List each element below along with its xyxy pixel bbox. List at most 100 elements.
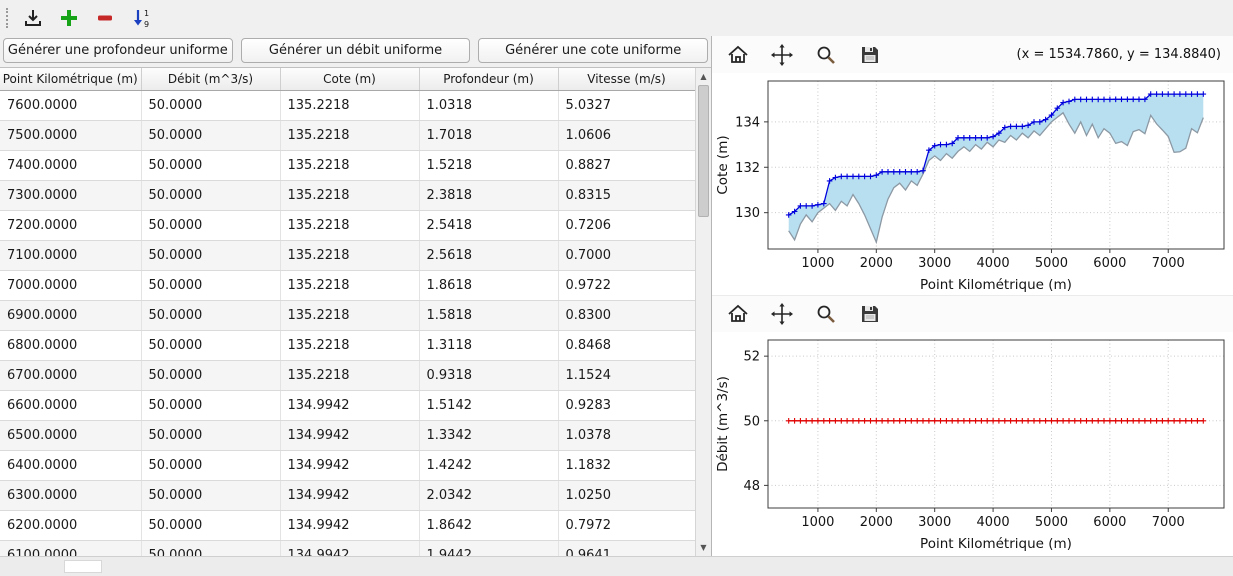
table-cell[interactable]: 1.3118 (419, 330, 559, 361)
cote-chart[interactable]: 1000 2000 3000 4000 5000 6000 7000 130 132 134 Poi… (712, 73, 1233, 295)
table-cell[interactable]: 50.0000 (141, 210, 281, 241)
debit-chart[interactable]: 1000 2000 3000 4000 5000 6000 7000 48 50 52 Point … (712, 332, 1233, 554)
table-cell[interactable]: 1.5218 (419, 150, 559, 181)
table-cell[interactable]: 0.8315 (558, 180, 696, 211)
table-cell[interactable]: 1.1832 (558, 450, 696, 481)
table-cell[interactable]: 50.0000 (141, 510, 281, 541)
table-cell[interactable]: 50.0000 (141, 300, 281, 331)
table-cell[interactable]: 50.0000 (141, 240, 281, 271)
table-scrollbar[interactable]: ▲ ▼ (695, 68, 711, 556)
scrollbar-thumb[interactable] (698, 85, 709, 217)
column-header[interactable]: Point Kilométrique (m) (0, 68, 142, 91)
table-cell[interactable]: 50.0000 (141, 90, 281, 121)
table-cell[interactable]: 135.2218 (280, 120, 420, 151)
table-cell[interactable]: 50.0000 (141, 360, 281, 391)
column-header[interactable]: Cote (m) (280, 68, 420, 91)
zoom-button[interactable] (812, 41, 839, 68)
table-cell[interactable]: 6800.0000 (0, 330, 142, 361)
table-cell[interactable]: 7400.0000 (0, 150, 142, 181)
table-cell[interactable]: 135.2218 (280, 270, 420, 301)
table-cell[interactable]: 50.0000 (141, 180, 281, 211)
table-row[interactable]: 6600.0000 50.0000 134.9942 1.5142 0.9283 (0, 390, 696, 421)
table-cell[interactable]: 1.0378 (558, 420, 696, 451)
table-cell[interactable]: 7000.0000 (0, 270, 142, 301)
table-cell[interactable]: 6700.0000 (0, 360, 142, 391)
table-cell[interactable]: 134.9942 (280, 510, 420, 541)
table-cell[interactable]: 6900.0000 (0, 300, 142, 331)
table-cell[interactable]: 135.2218 (280, 210, 420, 241)
table-cell[interactable]: 0.7000 (558, 240, 696, 271)
generate-uniform-depth-button[interactable]: Générer une profondeur uniforme (3, 38, 233, 63)
table-row[interactable]: 7600.0000 50.0000 135.2218 1.0318 5.0327 (0, 90, 696, 121)
table-cell[interactable]: 50.0000 (141, 420, 281, 451)
table-cell[interactable]: 2.3818 (419, 180, 559, 211)
table-cell[interactable]: 50.0000 (141, 270, 281, 301)
table-row[interactable]: 7400.0000 50.0000 135.2218 1.5218 0.8827 (0, 150, 696, 181)
save-figure-button[interactable] (856, 301, 883, 328)
table-cell[interactable]: 5.0327 (558, 90, 696, 121)
table-cell[interactable]: 1.3342 (419, 420, 559, 451)
table-cell[interactable]: 50.0000 (141, 390, 281, 421)
table-cell[interactable]: 6600.0000 (0, 390, 142, 421)
table-cell[interactable]: 2.5418 (419, 210, 559, 241)
table-cell[interactable]: 0.9641 (558, 540, 696, 556)
table-cell[interactable]: 50.0000 (141, 540, 281, 556)
table-cell[interactable]: 2.0342 (419, 480, 559, 511)
generate-uniform-flow-button[interactable]: Générer un débit uniforme (240, 38, 471, 63)
table-cell[interactable]: 1.1524 (558, 360, 696, 391)
table-cell[interactable]: 134.9942 (280, 450, 420, 481)
table-row[interactable]: 6900.0000 50.0000 135.2218 1.5818 0.8300 (0, 300, 696, 331)
table-cell[interactable]: 1.8618 (419, 270, 559, 301)
table-cell[interactable]: 135.2218 (280, 360, 420, 391)
column-header[interactable]: Vitesse (m/s) (558, 68, 696, 91)
table-row[interactable]: 6100.0000 50.0000 134.9942 1.9442 0.9641 (0, 540, 696, 556)
table-cell[interactable]: 7300.0000 (0, 180, 142, 211)
table-cell[interactable]: 0.9722 (558, 270, 696, 301)
table-cell[interactable]: 6500.0000 (0, 420, 142, 451)
table-cell[interactable]: 50.0000 (141, 480, 281, 511)
add-row-button[interactable] (55, 5, 82, 32)
table-cell[interactable]: 134.9942 (280, 540, 420, 556)
home-button[interactable] (724, 41, 751, 68)
table-row[interactable]: 7000.0000 50.0000 135.2218 1.8618 0.9722 (0, 270, 696, 301)
table-cell[interactable]: 7200.0000 (0, 210, 142, 241)
table-cell[interactable]: 1.0606 (558, 120, 696, 151)
table-cell[interactable]: 1.4242 (419, 450, 559, 481)
table-cell[interactable]: 134.9942 (280, 390, 420, 421)
table-cell[interactable]: 134.9942 (280, 420, 420, 451)
table-cell[interactable]: 0.8468 (558, 330, 696, 361)
table-row[interactable]: 6200.0000 50.0000 134.9942 1.8642 0.7972 (0, 510, 696, 541)
table-cell[interactable]: 1.5818 (419, 300, 559, 331)
table-cell[interactable]: 1.7018 (419, 120, 559, 151)
table-cell[interactable]: 6400.0000 (0, 450, 142, 481)
table-cell[interactable]: 6200.0000 (0, 510, 142, 541)
table-cell[interactable]: 135.2218 (280, 150, 420, 181)
table-row[interactable]: 7300.0000 50.0000 135.2218 2.3818 0.8315 (0, 180, 696, 211)
home-button[interactable] (724, 301, 751, 328)
generate-uniform-level-button[interactable]: Générer une cote uniforme (478, 38, 709, 63)
table-row[interactable]: 7200.0000 50.0000 135.2218 2.5418 0.7206 (0, 210, 696, 241)
table-cell[interactable]: 7600.0000 (0, 90, 142, 121)
table-cell[interactable]: 1.0250 (558, 480, 696, 511)
table-cell[interactable]: 1.0318 (419, 90, 559, 121)
table-row[interactable]: 7100.0000 50.0000 135.2218 2.5618 0.7000 (0, 240, 696, 271)
table-cell[interactable]: 7100.0000 (0, 240, 142, 271)
column-header[interactable]: Débit (m^3/s) (141, 68, 281, 91)
table-cell[interactable]: 0.9318 (419, 360, 559, 391)
table-cell[interactable]: 6300.0000 (0, 480, 142, 511)
table-cell[interactable]: 50.0000 (141, 150, 281, 181)
table-cell[interactable]: 0.9283 (558, 390, 696, 421)
zoom-button[interactable] (812, 301, 839, 328)
scroll-down-icon[interactable]: ▼ (700, 543, 707, 552)
pan-button[interactable] (768, 301, 795, 328)
table-cell[interactable]: 50.0000 (141, 330, 281, 361)
export-button[interactable] (19, 5, 46, 32)
table-cell[interactable]: 134.9942 (280, 480, 420, 511)
table-cell[interactable]: 0.7972 (558, 510, 696, 541)
table-cell[interactable]: 135.2218 (280, 90, 420, 121)
table-cell[interactable]: 1.9442 (419, 540, 559, 556)
table-cell[interactable]: 135.2218 (280, 330, 420, 361)
remove-row-button[interactable] (91, 5, 118, 32)
scroll-up-icon[interactable]: ▲ (700, 72, 707, 81)
